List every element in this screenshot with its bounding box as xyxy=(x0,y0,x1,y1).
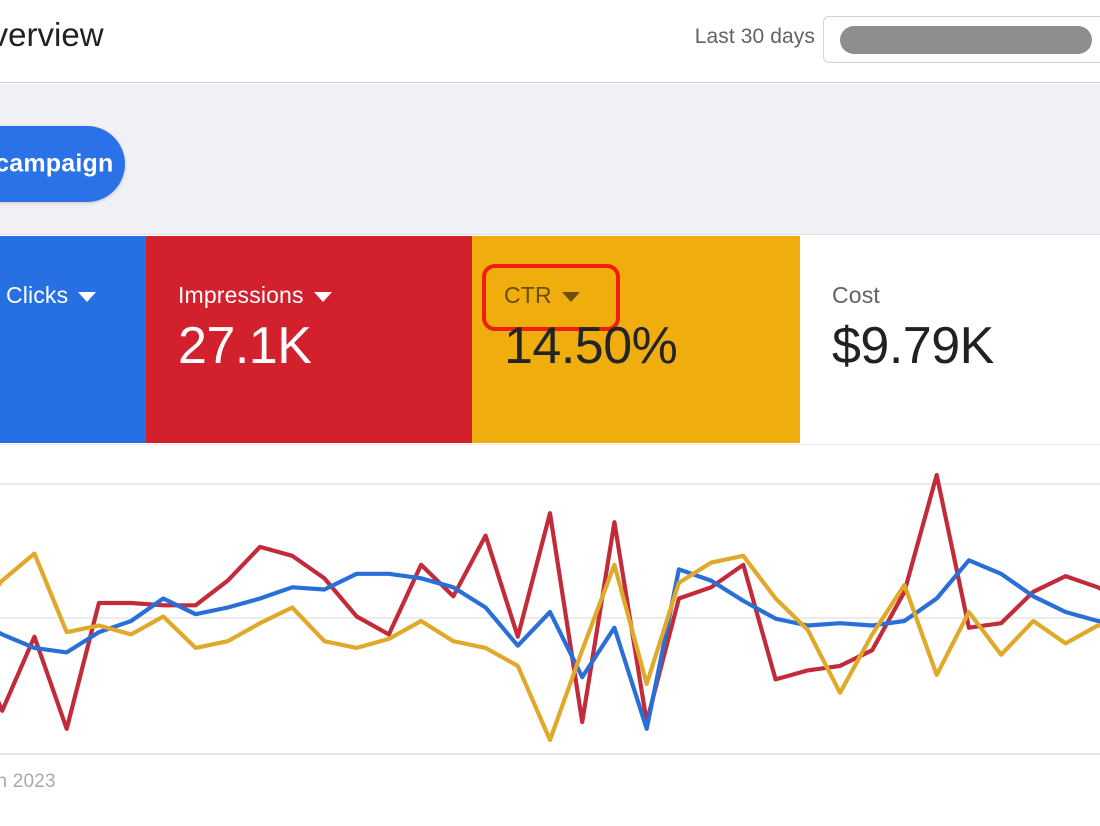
metric-selector-clicks[interactable]: Clicks xyxy=(6,282,97,309)
metric-card-impressions[interactable]: Impressions 27.1K xyxy=(146,236,472,443)
metric-card-ctr[interactable]: CTR 14.50% xyxy=(472,236,800,443)
metric-value-cost: $9.79K xyxy=(832,317,994,375)
date-range-input[interactable] xyxy=(823,16,1100,63)
metric-label-impressions: Impressions xyxy=(178,282,304,308)
app-header: Overview Last 30 days xyxy=(0,0,1100,83)
performance-chart-panel: Jun 2023 xyxy=(0,444,1100,826)
x-axis-tick-label: Jun 2023 xyxy=(0,771,56,792)
chart-line-ctr xyxy=(0,551,1100,743)
metric-value-ctr: 14.50% xyxy=(504,317,678,375)
chevron-down-icon[interactable] xyxy=(561,292,580,302)
chart-plot-area[interactable] xyxy=(0,445,1100,755)
date-range-redaction-bar xyxy=(840,26,1092,54)
chevron-down-icon[interactable] xyxy=(313,292,332,302)
metric-card-cost[interactable]: Cost $9.79K xyxy=(800,236,1100,443)
chart-series xyxy=(0,472,1100,743)
chart-line-clicks xyxy=(0,558,1100,731)
new-campaign-button[interactable]: New campaign xyxy=(0,126,125,202)
metric-card-row: Clicks Impressions 27.1K CTR 14.50% Cost… xyxy=(0,236,1100,443)
metric-selector-ctr[interactable]: CTR xyxy=(504,282,580,309)
metric-card-clicks[interactable]: Clicks xyxy=(0,236,146,443)
page-title: Overview xyxy=(0,16,104,53)
metric-label-cost: Cost xyxy=(832,282,880,308)
metric-value-impressions: 27.1K xyxy=(178,317,312,375)
metric-label-ctr: CTR xyxy=(504,282,552,308)
chevron-down-icon[interactable] xyxy=(78,292,97,302)
chart-line-impressions xyxy=(0,472,1100,731)
date-range-label: Last 30 days xyxy=(694,25,815,48)
new-campaign-button-label: New campaign xyxy=(0,149,114,178)
chart-svg xyxy=(0,472,1100,755)
metric-selector-impressions[interactable]: Impressions xyxy=(178,282,332,309)
metric-label-clicks: Clicks xyxy=(6,282,69,308)
toolbar-band: New campaign xyxy=(0,84,1100,235)
metric-selector-cost[interactable]: Cost xyxy=(832,282,880,309)
